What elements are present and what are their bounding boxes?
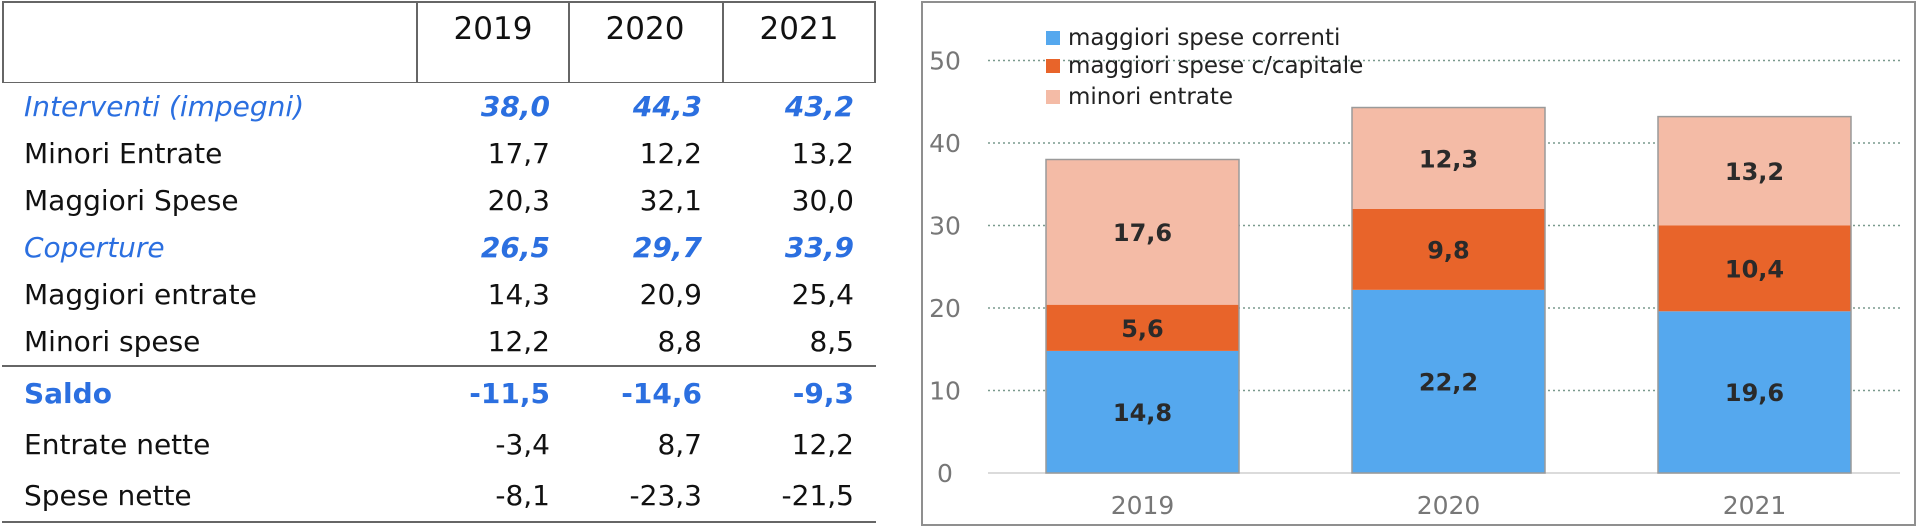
row-value-2021: 30,0 — [791, 184, 854, 217]
bar-segment — [1352, 289, 1545, 473]
y-tick-label: 10 — [929, 377, 961, 406]
table-row: Minori Entrate 17,7 12,2 13,2 — [2, 137, 876, 183]
bar-segment — [1046, 159, 1239, 305]
bar-outline — [1045, 158, 1240, 474]
table-row: Minori spese 12,2 8,8 8,5 — [2, 325, 876, 371]
x-tick-label: 2020 — [1417, 491, 1481, 520]
row-value-2019: 20,3 — [487, 184, 550, 217]
row-value-2021: 43,2 — [784, 90, 854, 123]
table-row: Entrate nette -3,4 8,7 12,2 — [2, 428, 876, 474]
row-value-2019: 17,7 — [487, 137, 550, 170]
bar-outline — [1351, 106, 1546, 474]
legend-swatch — [1046, 59, 1060, 73]
row-value-2020: 32,1 — [639, 184, 702, 217]
row-value-2019: 14,3 — [487, 278, 550, 311]
header-year-2020: 2020 — [605, 11, 685, 47]
row-value-2020: 20,9 — [639, 278, 702, 311]
y-tick-label: 30 — [929, 212, 961, 241]
data-label: 17,6 — [1113, 219, 1172, 247]
row-value-2019: 26,5 — [480, 231, 550, 264]
budget-table: 2019 2020 2021 Interventi (impegni) 38,0 4… — [2, 1, 876, 526]
row-value-2021: -21,5 — [781, 479, 854, 512]
row-label: Saldo — [24, 377, 112, 410]
bar-segment — [1658, 311, 1851, 473]
y-tick-label: 50 — [929, 47, 961, 76]
data-label: 13,2 — [1725, 158, 1784, 186]
row-label: Minori spese — [24, 325, 201, 358]
legend-label: maggiori spese correnti — [1068, 25, 1341, 51]
row-label: Maggiori entrate — [24, 278, 257, 311]
table-row: Saldo -11,5 -14,6 -9,3 — [2, 377, 876, 423]
data-label: 19,6 — [1725, 379, 1784, 407]
row-value-2019: -11,5 — [469, 377, 550, 410]
row-value-2020: 44,3 — [632, 90, 702, 123]
row-value-2020: 8,8 — [657, 325, 702, 358]
row-value-2021: 33,9 — [784, 231, 854, 264]
legend-label: maggiori spese c/capitale — [1068, 53, 1364, 79]
data-label: 5,6 — [1121, 315, 1164, 343]
legend-swatch — [1046, 31, 1060, 45]
row-label: Spese nette — [24, 479, 192, 512]
bar-segment — [1658, 116, 1851, 226]
chart-frame — [921, 1, 1916, 526]
table-bottom-border — [2, 521, 876, 523]
row-label: Minori Entrate — [24, 137, 223, 170]
bar-segment — [1352, 209, 1545, 290]
header-year-2021: 2021 — [759, 11, 839, 47]
row-value-2021: 25,4 — [791, 278, 854, 311]
legend-label: minori entrate — [1068, 84, 1234, 110]
x-tick-label: 2021 — [1723, 491, 1787, 520]
column-divider — [722, 1, 724, 83]
table-row: Coperture 26,5 29,7 33,9 — [2, 231, 876, 277]
row-value-2019: -3,4 — [495, 428, 550, 461]
legend-swatch — [1046, 90, 1060, 104]
row-value-2021: 13,2 — [791, 137, 854, 170]
table-row: Spese nette -8,1 -23,3 -21,5 — [2, 479, 876, 525]
y-tick-label: 20 — [929, 294, 961, 323]
row-value-2021: 8,5 — [809, 325, 854, 358]
row-value-2021: 12,2 — [791, 428, 854, 461]
row-label: Coperture — [24, 231, 165, 264]
row-label: Maggiori Spese — [24, 184, 239, 217]
table-row: Maggiori entrate 14,3 20,9 25,4 — [2, 278, 876, 324]
table-row: Maggiori Spese 20,3 32,1 30,0 — [2, 184, 876, 230]
row-value-2021: -9,3 — [792, 377, 854, 410]
column-divider — [416, 1, 418, 83]
data-label: 9,8 — [1427, 236, 1470, 264]
row-value-2019: 38,0 — [480, 90, 550, 123]
row-label: Interventi (impegni) — [24, 90, 305, 123]
table-header — [2, 1, 876, 83]
row-value-2020: 29,7 — [632, 231, 702, 264]
y-tick-label: 40 — [929, 129, 961, 158]
x-tick-label: 2019 — [1111, 491, 1175, 520]
data-label: 12,3 — [1419, 145, 1478, 173]
saldo-separator — [2, 365, 876, 367]
row-label: Entrate nette — [24, 428, 211, 461]
bar-segment — [1658, 225, 1851, 312]
data-label: 10,4 — [1725, 255, 1784, 283]
table-row: Interventi (impegni) 38,0 44,3 43,2 — [2, 90, 876, 136]
row-value-2019: 12,2 — [487, 325, 550, 358]
row-value-2020: -23,3 — [629, 479, 702, 512]
bar-outline — [1657, 115, 1852, 474]
y-tick-label: 0 — [937, 459, 953, 488]
column-divider — [568, 1, 570, 83]
bar-segment — [1352, 107, 1545, 209]
row-value-2020: 8,7 — [657, 428, 702, 461]
data-label: 22,2 — [1419, 368, 1478, 396]
row-value-2019: -8,1 — [495, 479, 550, 512]
row-value-2020: -14,6 — [621, 377, 702, 410]
bar-segment — [1046, 304, 1239, 351]
header-year-2019: 2019 — [453, 11, 533, 47]
bar-segment — [1046, 350, 1239, 473]
data-label: 14,8 — [1113, 399, 1172, 427]
row-value-2020: 12,2 — [639, 137, 702, 170]
